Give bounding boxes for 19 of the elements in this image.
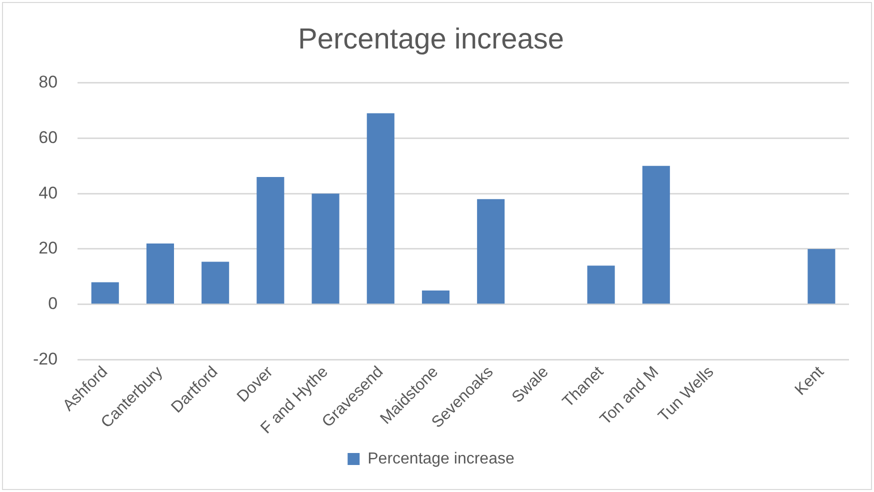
y-tick-label: 0 — [48, 294, 58, 314]
y-tick-label: 40 — [38, 183, 58, 202]
bar — [202, 262, 230, 304]
y-tick-label: -20 — [32, 349, 58, 368]
bar — [146, 243, 174, 304]
bar — [422, 290, 450, 304]
bar — [642, 166, 670, 304]
bar — [587, 266, 615, 304]
bar — [312, 194, 340, 304]
bar — [808, 248, 836, 304]
y-tick-label: 80 — [38, 72, 58, 92]
chart-title: Percentage increase — [298, 23, 564, 56]
legend-label: Percentage increase — [368, 450, 514, 468]
bar — [366, 113, 394, 304]
bar — [256, 176, 284, 304]
bar — [477, 199, 505, 304]
y-tick-label: 20 — [38, 238, 58, 258]
bar — [91, 282, 119, 304]
y-tick-label: 60 — [38, 128, 58, 147]
